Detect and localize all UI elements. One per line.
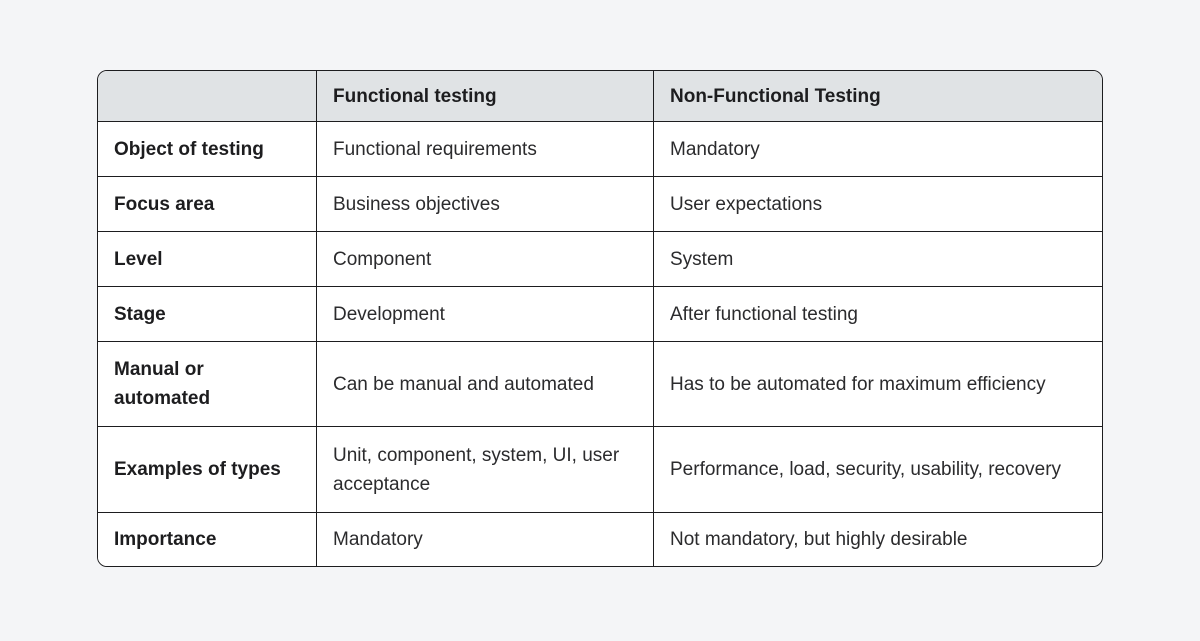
cell-functional: Mandatory xyxy=(316,512,653,566)
cell-functional: Component xyxy=(316,231,653,286)
cell-non-functional: Has to be automated for maximum efficien… xyxy=(653,341,1102,426)
row-label: Stage xyxy=(98,286,316,341)
row-label: Manual or automated xyxy=(98,341,316,426)
header-cell-blank xyxy=(98,71,316,121)
cell-non-functional: User expectations xyxy=(653,176,1102,231)
row-label: Examples of types xyxy=(98,426,316,512)
header-cell-non-functional-testing: Non-Functional Testing xyxy=(653,71,1102,121)
row-label: Importance xyxy=(98,512,316,566)
cell-non-functional: Not mandatory, but highly desirable xyxy=(653,512,1102,566)
cell-functional: Development xyxy=(316,286,653,341)
cell-functional: Can be manual and automated xyxy=(316,341,653,426)
comparison-table: Functional testing Non-Functional Testin… xyxy=(97,70,1103,567)
cell-functional: Unit, component, system, UI, user accept… xyxy=(316,426,653,512)
cell-non-functional: System xyxy=(653,231,1102,286)
row-label: Object of testing xyxy=(98,121,316,176)
cell-functional: Functional requirements xyxy=(316,121,653,176)
comparison-table-grid: Functional testing Non-Functional Testin… xyxy=(98,71,1102,566)
row-label: Level xyxy=(98,231,316,286)
cell-non-functional: Performance, load, security, usability, … xyxy=(653,426,1102,512)
cell-functional: Business objectives xyxy=(316,176,653,231)
cell-non-functional: Mandatory xyxy=(653,121,1102,176)
cell-non-functional: After functional testing xyxy=(653,286,1102,341)
header-cell-functional-testing: Functional testing xyxy=(316,71,653,121)
row-label: Focus area xyxy=(98,176,316,231)
